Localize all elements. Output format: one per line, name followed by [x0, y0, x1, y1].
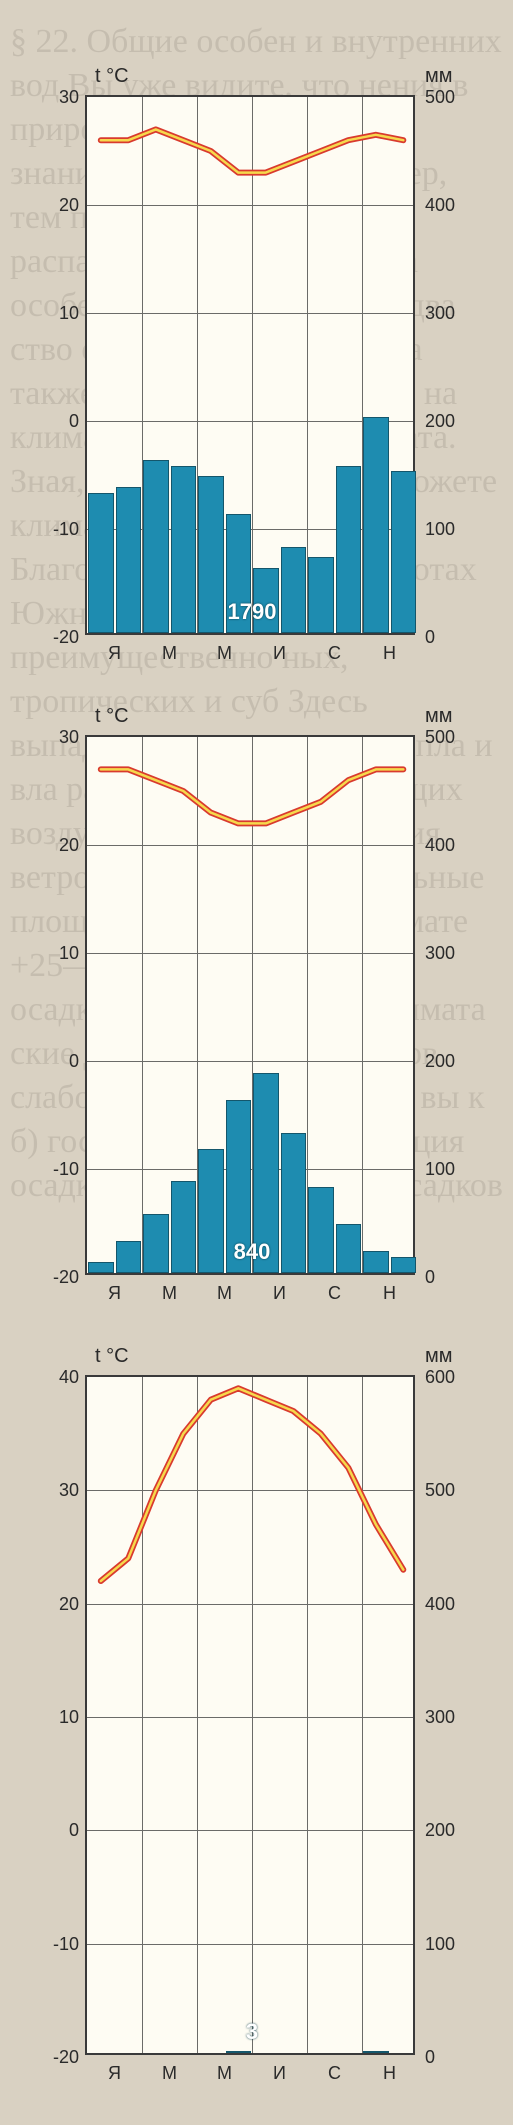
- month-tick: М: [197, 2063, 252, 2084]
- ytick-left: 10: [19, 303, 79, 324]
- ytick-right: 500: [425, 1480, 485, 1501]
- ytick-left: -10: [19, 519, 79, 540]
- ytick-right: 300: [425, 943, 485, 964]
- month-tick: М: [197, 1283, 252, 1304]
- climate-panel-0: t °Cмм0100200300400500-20-1001020301790Я…: [85, 55, 415, 595]
- month-tick: Я: [87, 1283, 142, 1304]
- month-tick: И: [252, 643, 307, 664]
- plot-area: 0100200300400500-20-100102030840ЯММИСН: [85, 735, 415, 1275]
- ytick-left: 20: [19, 195, 79, 216]
- ytick-right: 300: [425, 1707, 485, 1728]
- plot-area: 0100200300400500-20-1001020301790ЯММИСН: [85, 95, 415, 635]
- ytick-right: 200: [425, 411, 485, 432]
- climate-panel-2: t °Cмм0100200300400500600-20-10010203040…: [85, 1335, 415, 2015]
- ytick-left: -20: [19, 627, 79, 648]
- annual-precip-label: 1790: [87, 599, 417, 625]
- month-tick: С: [307, 1283, 362, 1304]
- ytick-left: 30: [19, 1480, 79, 1501]
- ytick-left: 20: [19, 835, 79, 856]
- ytick-left: 20: [19, 1594, 79, 1615]
- precip-bar: [363, 2051, 389, 2053]
- month-tick: Я: [87, 2063, 142, 2084]
- ytick-left: -20: [19, 1267, 79, 1288]
- ytick-right: 0: [425, 1267, 485, 1288]
- climate-panel-1: t °Cмм0100200300400500-20-100102030840ЯМ…: [85, 695, 415, 1235]
- month-tick: С: [307, 2063, 362, 2084]
- month-tick: И: [252, 2063, 307, 2084]
- unit-left: t °C: [95, 1345, 129, 1368]
- ytick-right: 200: [425, 1820, 485, 1841]
- month-tick: И: [252, 1283, 307, 1304]
- ytick-left: 40: [19, 1367, 79, 1388]
- ytick-left: 0: [19, 1820, 79, 1841]
- ytick-right: 200: [425, 1051, 485, 1072]
- ytick-right: 600: [425, 1367, 485, 1388]
- annual-precip-label: 840: [87, 1239, 417, 1265]
- ytick-right: 100: [425, 519, 485, 540]
- month-tick: М: [142, 2063, 197, 2084]
- ytick-right: 500: [425, 727, 485, 748]
- plot-area: 0100200300400500600-20-100102030403ЯММИС…: [85, 1375, 415, 2055]
- ytick-right: 400: [425, 195, 485, 216]
- ytick-right: 100: [425, 1934, 485, 1955]
- unit-right: мм: [425, 65, 453, 88]
- ytick-left: -20: [19, 2047, 79, 2068]
- month-tick: Я: [87, 643, 142, 664]
- month-tick: М: [197, 643, 252, 664]
- ytick-right: 300: [425, 303, 485, 324]
- unit-right: мм: [425, 705, 453, 728]
- precip-bar: [226, 2051, 252, 2053]
- ytick-right: 400: [425, 1594, 485, 1615]
- unit-left: t °C: [95, 65, 129, 88]
- month-tick: М: [142, 1283, 197, 1304]
- ytick-right: 500: [425, 87, 485, 108]
- month-tick: Н: [362, 1283, 417, 1304]
- ytick-right: 400: [425, 835, 485, 856]
- ytick-right: 0: [425, 2047, 485, 2068]
- ytick-right: 100: [425, 1159, 485, 1180]
- ytick-left: 30: [19, 727, 79, 748]
- ytick-left: 0: [19, 411, 79, 432]
- ytick-left: -10: [19, 1159, 79, 1180]
- month-tick: Н: [362, 643, 417, 664]
- ytick-left: -10: [19, 1934, 79, 1955]
- ytick-left: 30: [19, 87, 79, 108]
- unit-right: мм: [425, 1345, 453, 1368]
- ytick-left: 0: [19, 1051, 79, 1072]
- month-tick: М: [142, 643, 197, 664]
- month-tick: Н: [362, 2063, 417, 2084]
- month-tick: С: [307, 643, 362, 664]
- ytick-left: 10: [19, 943, 79, 964]
- unit-left: t °C: [95, 705, 129, 728]
- ytick-left: 10: [19, 1707, 79, 1728]
- annual-precip-label: 3: [87, 2019, 417, 2045]
- ytick-right: 0: [425, 627, 485, 648]
